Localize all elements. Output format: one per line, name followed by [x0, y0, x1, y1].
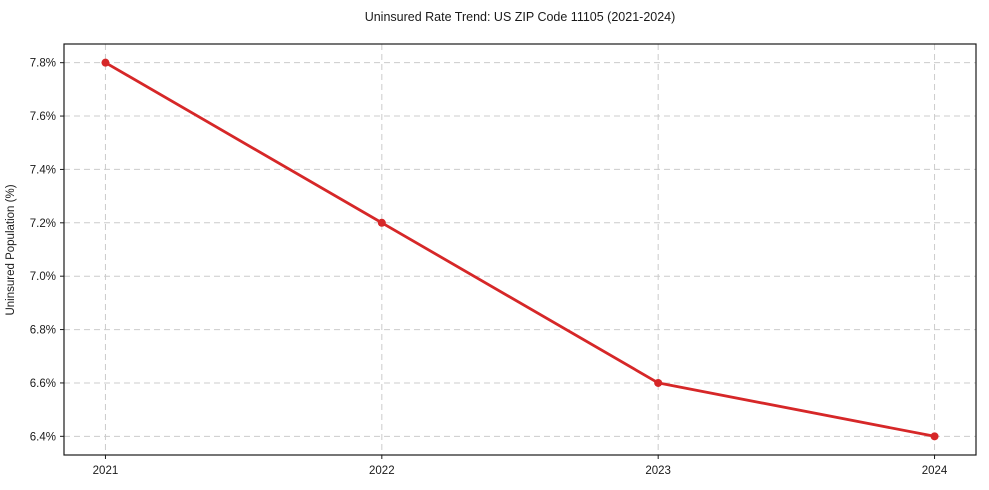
- tick-marks: [60, 62, 936, 459]
- x-tick-labels: 2021 2022 2023 2024: [93, 465, 948, 477]
- x-tick-label: 2024: [922, 465, 948, 477]
- y-axis-label: Uninsured Population (%): [5, 184, 17, 315]
- axes-frame: [63, 43, 977, 456]
- x-tick-label: 2022: [369, 465, 395, 477]
- data-point-marker: [101, 58, 110, 67]
- y-tick-label: 6.8%: [30, 325, 56, 337]
- y-tick-label: 6.4%: [30, 431, 56, 443]
- plot-border: [63, 43, 977, 456]
- y-tick-label: 7.8%: [30, 58, 56, 70]
- data-point-marker: [930, 432, 939, 441]
- y-tick-label: 7.6%: [30, 111, 56, 123]
- data-point-marker: [377, 218, 386, 227]
- y-tick-label: 6.6%: [30, 378, 56, 390]
- trend-line: [104, 61, 936, 438]
- chart-title: Uninsured Rate Trend: US ZIP Code 11105 …: [365, 10, 676, 24]
- y-tick-label: 7.2%: [30, 218, 56, 230]
- y-tick-labels: 6.4% 6.6% 6.8% 7.0% 7.2% 7.4% 7.6% 7.8%: [30, 58, 56, 444]
- data-series: [101, 58, 939, 441]
- x-tick-label: 2021: [93, 465, 119, 477]
- gridlines: [64, 44, 976, 455]
- y-tick-label: 7.0%: [30, 271, 56, 283]
- x-tick-label: 2023: [645, 465, 671, 477]
- y-tick-label: 7.4%: [30, 164, 56, 176]
- data-point-marker: [654, 378, 663, 387]
